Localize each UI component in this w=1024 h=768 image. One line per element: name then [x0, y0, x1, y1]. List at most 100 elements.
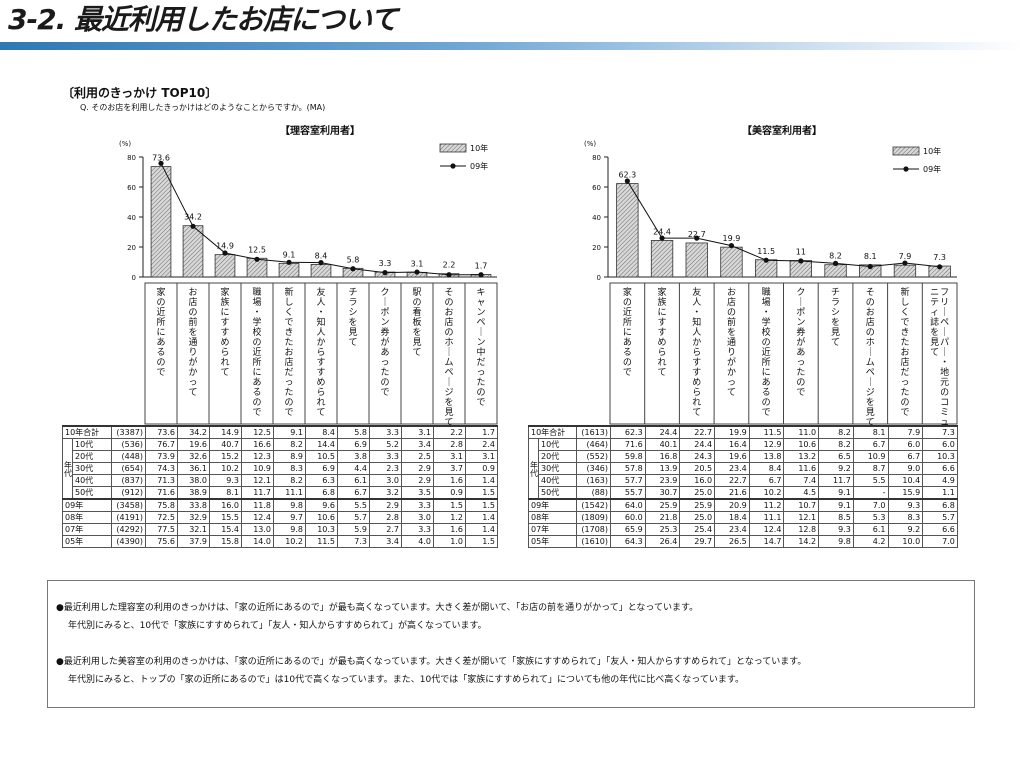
table-cell: 7.4: [783, 474, 820, 487]
table-row: 05年 (4390) 75.6 37.9 15.8 14.0 10.2 11.5 7.3 3.4 4…: [62, 535, 498, 548]
table-cell: 10.3: [922, 450, 958, 463]
table-cell: 8.1: [852, 425, 889, 439]
table-cell: 3.1: [465, 450, 498, 463]
table-cell: 6.8: [922, 498, 958, 512]
line-point: [158, 160, 164, 166]
row-label: 08年: [62, 511, 112, 524]
row-label: 08年: [528, 511, 577, 524]
table-cell: 20.5: [679, 462, 716, 475]
table-cell: 14.7: [748, 535, 785, 548]
line-point: [286, 259, 292, 265]
line-point: [694, 235, 700, 241]
table-cell: 3.0: [369, 474, 402, 487]
table-cell: 21.6: [714, 486, 750, 500]
table-cell: 10.7: [783, 498, 820, 512]
y-tick-label: 60: [592, 184, 601, 192]
bar-value-label: 5.8: [347, 255, 360, 264]
table-cell: 1.4: [465, 474, 498, 487]
table-cell: 5.5: [852, 474, 889, 487]
bar-value-label: 3.1: [411, 259, 424, 268]
category-label: 友人・知人からすすめられて: [316, 286, 325, 418]
table-row: 09年 (3458) 75.8 33.8 16.0 11.8 9.8 9.6 5.5 2.9 3.3…: [62, 498, 498, 512]
table-cell: 20.9: [714, 498, 750, 512]
row-label: 09年: [62, 498, 112, 512]
legend-label-line: 09年: [923, 164, 941, 174]
row-sample-size: (654): [111, 462, 146, 475]
legend-label-line: 09年: [470, 161, 488, 171]
table-cell: 4.9: [922, 474, 958, 487]
table-cell: 16.0: [679, 474, 716, 487]
table-cell: 2.2: [433, 425, 466, 439]
table-cell: 3.3: [401, 498, 434, 512]
table-cell: 10.0: [887, 535, 924, 548]
barber-chart: 【理容室利用者】 (%) 0 20 40 60 80 73.6 34.2 14.9 12.5 9.1 8…: [119, 124, 498, 428]
bar-value-label: 7.9: [899, 252, 912, 261]
line-point: [382, 270, 388, 276]
table-cell: 9.1: [818, 498, 854, 512]
category-label: 家の近所にあるので: [623, 286, 632, 378]
table-cell: 11.6: [783, 462, 820, 475]
row-sample-size: (3458): [111, 498, 146, 512]
table-cell: 26.4: [644, 535, 681, 548]
table-cell: 2.9: [369, 498, 402, 512]
table-cell: 10.2: [748, 486, 785, 500]
bar-value-label: 24.4: [653, 227, 671, 236]
table-cell: 6.6: [922, 462, 958, 475]
table-cell: 11.2: [748, 498, 785, 512]
bar-value-label: 8.2: [829, 252, 842, 261]
table-cell: 37.9: [177, 535, 210, 548]
chart-title: 【美容室利用者】: [742, 124, 822, 137]
table-cell: 30.7: [644, 486, 681, 500]
category-label: 新しくできたお店だったので: [284, 286, 293, 418]
line-point: [798, 258, 804, 264]
bar-value-label: 11.5: [757, 247, 775, 256]
table-cell: 76.7: [145, 438, 178, 451]
category-label: お店の前を通りがかって: [727, 287, 736, 398]
table-cell: 25.9: [644, 498, 681, 512]
table-cell: 8.3: [273, 462, 306, 475]
line-point: [763, 257, 769, 263]
table-cell: 12.5: [241, 425, 274, 439]
table-cell: 10.3: [305, 523, 338, 536]
table-cell: 15.9: [887, 486, 924, 500]
row-label: 20代: [72, 450, 112, 463]
row-sample-size: (3387): [111, 425, 146, 439]
table-cell: 71.6: [610, 438, 646, 451]
category-label: フリ｜ペ｜パ｜・地元のコミュニティ誌を見て: [930, 288, 949, 428]
line-point: [350, 266, 356, 272]
row-label: 20代: [538, 450, 577, 463]
category-label: 家族にすすめられて: [220, 286, 229, 378]
table-cell: 8.3: [887, 511, 924, 524]
table-cell: 16.0: [209, 498, 242, 512]
row-label: 10代: [72, 438, 112, 451]
table-cell: 1.5: [465, 535, 498, 548]
row-sample-size: (837): [111, 474, 146, 487]
table-cell: 3.3: [369, 425, 402, 439]
table-cell: 40.7: [209, 438, 242, 451]
row-sample-size: (1542): [576, 498, 611, 512]
table-cell: 64.3: [610, 535, 646, 548]
table-row: 05年 (1610) 64.3 26.4 29.7 26.5 14.7 14.2 9.8 4.2 1…: [528, 535, 958, 548]
table-cell: 6.7: [852, 438, 889, 451]
table-cell: 77.5: [145, 523, 178, 536]
row-label: 40代: [72, 474, 112, 487]
y-axis-unit: (%): [119, 140, 131, 148]
table-cell: 12.1: [783, 511, 820, 524]
table-cell: 1.6: [433, 523, 466, 536]
table-cell: 64.0: [610, 498, 646, 512]
table-cell: 23.4: [714, 523, 750, 536]
table-cell: 14.9: [209, 425, 242, 439]
bar: [214, 254, 236, 278]
table-cell: 15.8: [209, 535, 242, 548]
table-cell: 6.9: [337, 438, 370, 451]
table-cell: 3.1: [433, 450, 466, 463]
table-cell: 25.0: [679, 511, 716, 524]
table-cell: 72.5: [145, 511, 178, 524]
table-cell: 8.4: [748, 462, 785, 475]
table-cell: 7.3: [337, 535, 370, 548]
table-cell: 9.0: [887, 462, 924, 475]
category-label: そのお店のホ｜ムペ｜ジを見て: [866, 287, 875, 428]
bar: [685, 242, 708, 278]
table-cell: 12.4: [241, 511, 274, 524]
table-cell: 13.2: [783, 450, 820, 463]
